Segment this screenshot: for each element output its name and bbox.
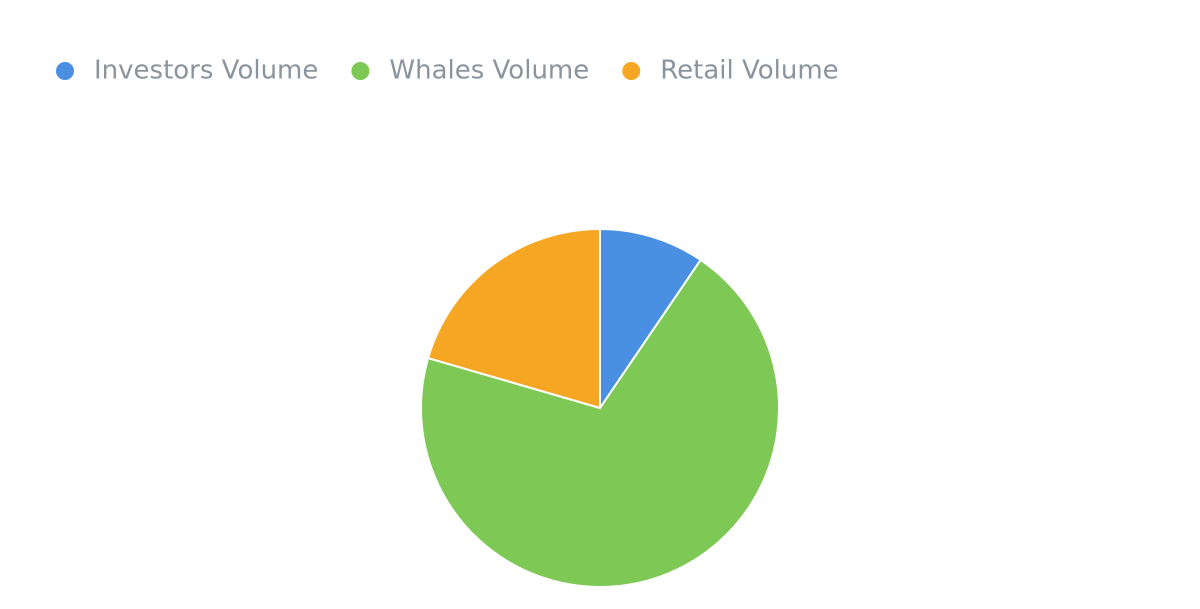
legend-marker: [351, 62, 370, 80]
legend-marker: [56, 62, 74, 80]
pie-slice: [426, 227, 601, 410]
legend-label: Retail Volume: [660, 56, 838, 86]
pie-slice: [599, 227, 703, 412]
legend-marker: [622, 62, 641, 80]
legend-label: Whales Volume: [389, 56, 589, 86]
legend-label: Investors Volume: [94, 56, 318, 86]
pie-slice: [420, 258, 780, 588]
